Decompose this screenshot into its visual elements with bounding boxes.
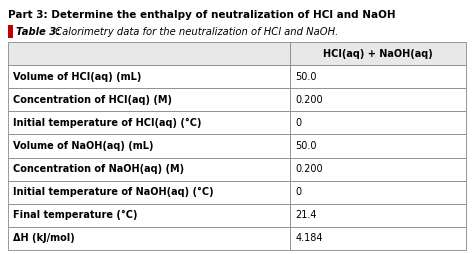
Text: ΔH (kJ/mol): ΔH (kJ/mol) [13,233,75,243]
Text: 50.0: 50.0 [296,72,317,82]
Bar [8,181,290,204]
Text: 0.200: 0.200 [296,95,323,105]
Text: Initial temperature of NaOH(aq) (°C): Initial temperature of NaOH(aq) (°C) [13,187,214,197]
Bar [8,65,290,88]
Bar [290,111,466,134]
Text: 0.200: 0.200 [296,164,323,174]
Text: 50.0: 50.0 [296,141,317,151]
Bar [290,42,466,65]
Text: Concentration of NaOH(aq) (M): Concentration of NaOH(aq) (M) [13,164,184,174]
Text: Table 3:: Table 3: [16,27,60,37]
Bar [290,181,466,204]
Text: Initial temperature of HCl(aq) (°C): Initial temperature of HCl(aq) (°C) [13,118,201,128]
Bar [290,157,466,181]
Bar [290,134,466,157]
Text: HCl(aq) + NaOH(aq): HCl(aq) + NaOH(aq) [323,49,433,59]
Text: 0: 0 [296,118,302,128]
Text: Calorimetry data for the neutralization of HCl and NaOH.: Calorimetry data for the neutralization … [52,27,338,37]
Bar [8,227,290,250]
Bar [290,65,466,88]
Bar [8,42,290,65]
Text: Final temperature (°C): Final temperature (°C) [13,210,137,220]
Bar [8,88,290,111]
Bar [8,25,13,38]
Text: 4.184: 4.184 [296,233,323,243]
Bar [290,204,466,227]
Text: Volume of NaOH(aq) (mL): Volume of NaOH(aq) (mL) [13,141,154,151]
Text: Concentration of HCl(aq) (M): Concentration of HCl(aq) (M) [13,95,172,105]
Bar [8,111,290,134]
Bar [8,134,290,157]
Text: Volume of HCl(aq) (mL): Volume of HCl(aq) (mL) [13,72,141,82]
Bar [290,88,466,111]
Text: 21.4: 21.4 [296,210,317,220]
Bar [290,227,466,250]
Text: 0: 0 [296,187,302,197]
Bar [8,204,290,227]
Bar [8,157,290,181]
Text: Part 3: Determine the enthalpy of neutralization of HCl and NaOH: Part 3: Determine the enthalpy of neutra… [8,10,396,20]
